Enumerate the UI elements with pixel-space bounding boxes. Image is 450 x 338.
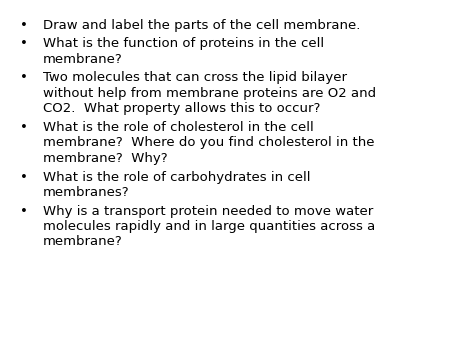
Text: •: •: [20, 38, 28, 50]
Text: molecules rapidly and in large quantities across a: molecules rapidly and in large quantitie…: [43, 220, 375, 233]
Text: What is the role of cholesterol in the cell: What is the role of cholesterol in the c…: [43, 121, 314, 134]
Text: without help from membrane proteins are O2 and: without help from membrane proteins are …: [43, 87, 376, 100]
Text: •: •: [20, 205, 28, 218]
Text: membrane?  Where do you find cholesterol in the: membrane? Where do you find cholesterol …: [43, 137, 374, 149]
Text: CO2.  What property allows this to occur?: CO2. What property allows this to occur?: [43, 102, 320, 115]
Text: membrane?: membrane?: [43, 236, 122, 248]
Text: Why is a transport protein needed to move water: Why is a transport protein needed to mov…: [43, 205, 373, 218]
Text: •: •: [20, 121, 28, 134]
Text: What is the function of proteins in the cell: What is the function of proteins in the …: [43, 38, 324, 50]
Text: membranes?: membranes?: [43, 186, 130, 199]
Text: •: •: [20, 72, 28, 84]
Text: Draw and label the parts of the cell membrane.: Draw and label the parts of the cell mem…: [43, 19, 360, 31]
Text: •: •: [20, 171, 28, 184]
Text: membrane?: membrane?: [43, 53, 122, 66]
Text: •: •: [20, 19, 28, 31]
Text: Two molecules that can cross the lipid bilayer: Two molecules that can cross the lipid b…: [43, 72, 347, 84]
Text: What is the role of carbohydrates in cell: What is the role of carbohydrates in cel…: [43, 171, 310, 184]
Text: membrane?  Why?: membrane? Why?: [43, 152, 167, 165]
